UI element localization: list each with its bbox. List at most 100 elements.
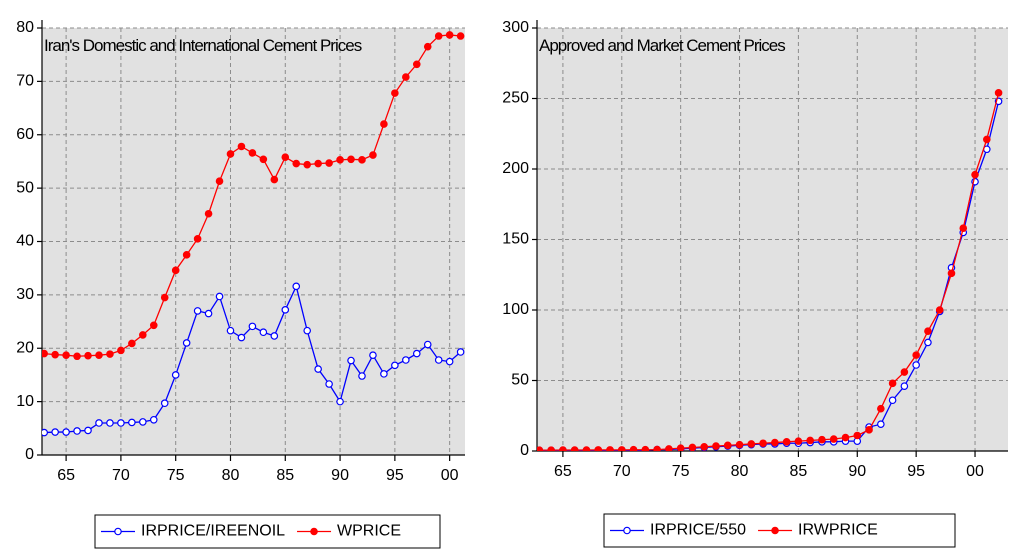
- data-point: [829, 435, 838, 443]
- data-point: [547, 446, 555, 451]
- data-point: [84, 351, 92, 360]
- data-point: [336, 156, 344, 164]
- data-point: [358, 156, 366, 164]
- data-point: [456, 348, 465, 356]
- legend-label: IRPRICE/550: [650, 522, 746, 539]
- data-point: [259, 328, 268, 337]
- x-tick-label: 65: [554, 463, 572, 480]
- x-tick-label: 65: [57, 467, 75, 484]
- data-point: [806, 436, 814, 445]
- data-point: [412, 60, 421, 69]
- y-tick-label: 60: [16, 126, 34, 143]
- x-tick-label: 70: [112, 467, 130, 484]
- data-point: [160, 293, 169, 302]
- data-point: [139, 418, 147, 426]
- data-point: [171, 371, 180, 379]
- data-point: [248, 149, 257, 157]
- data-point: [270, 332, 279, 340]
- data-point: [73, 352, 81, 361]
- data-point: [51, 350, 59, 359]
- y-tick-label: 10: [16, 393, 34, 410]
- legend-label: IRPRICE/IREENOIL: [141, 523, 285, 540]
- data-point: [237, 142, 246, 151]
- data-point: [193, 307, 202, 315]
- data-point: [128, 339, 136, 348]
- x-tick-label: 00: [441, 467, 459, 484]
- x-tick-label: 80: [731, 463, 749, 480]
- data-point: [73, 427, 81, 435]
- data-point: [445, 31, 454, 39]
- data-point: [292, 282, 301, 291]
- data-point: [149, 321, 158, 330]
- data-point: [983, 135, 991, 144]
- data-point: [994, 89, 1003, 97]
- y-tick-label: 20: [16, 339, 34, 356]
- data-point: [559, 446, 567, 451]
- data-point: [434, 356, 443, 364]
- data-point: [347, 356, 355, 365]
- data-point: [665, 445, 673, 451]
- y-tick-label: 0: [25, 446, 34, 463]
- data-point: [358, 372, 366, 380]
- data-point: [900, 368, 909, 376]
- data-point: [84, 426, 92, 435]
- data-point: [117, 419, 125, 427]
- y-tick-label: 200: [502, 160, 529, 177]
- data-point: [259, 155, 268, 164]
- data-point: [149, 415, 158, 424]
- y-tick-label: 70: [16, 73, 34, 90]
- data-point: [723, 441, 732, 450]
- data-point: [139, 331, 147, 339]
- data-point: [281, 153, 290, 161]
- y-tick-label: 150: [502, 231, 529, 248]
- data-point: [215, 292, 224, 301]
- data-point: [380, 120, 388, 128]
- data-point: [712, 442, 720, 450]
- data-point: [888, 379, 897, 388]
- data-point: [204, 209, 213, 218]
- data-point: [434, 32, 443, 40]
- data-point: [641, 445, 650, 451]
- data-point: [606, 446, 614, 451]
- data-point: [42, 428, 48, 437]
- data-point: [369, 351, 377, 359]
- legend-box: [94, 514, 441, 549]
- y-tick-label: 30: [16, 286, 34, 303]
- series: [42, 31, 465, 361]
- data-point: [391, 361, 399, 370]
- data-point: [281, 306, 290, 314]
- data-point: [336, 397, 344, 406]
- data-point: [106, 350, 114, 358]
- data-point: [971, 170, 979, 179]
- series: [537, 89, 1003, 451]
- data-point: [237, 333, 246, 342]
- data-point: [402, 73, 410, 81]
- data-point: [226, 150, 235, 158]
- x-tick-label: 90: [331, 467, 349, 484]
- series-line: [539, 92, 1000, 451]
- data-point: [391, 89, 399, 97]
- data-point: [314, 365, 322, 373]
- legend-label: IRWPRICE: [798, 522, 878, 539]
- data-point: [653, 445, 661, 451]
- data-point: [226, 326, 235, 335]
- data-point: [537, 446, 544, 451]
- x-tick-label: 85: [276, 467, 294, 484]
- data-point: [95, 419, 103, 427]
- data-point: [325, 380, 333, 388]
- x-tick-label: 75: [672, 463, 690, 480]
- legend-marker: [310, 527, 318, 536]
- y-tick-label: 0: [520, 442, 529, 459]
- x-tick-label: 75: [167, 467, 185, 484]
- data-point: [888, 396, 897, 405]
- data-point: [445, 357, 454, 366]
- data-point: [959, 224, 968, 233]
- y-tick-label: 80: [16, 19, 34, 36]
- data-point: [182, 251, 191, 259]
- y-tick-label: 50: [511, 372, 529, 389]
- data-point: [877, 420, 885, 429]
- data-point: [594, 446, 603, 451]
- x-tick-label: 95: [907, 463, 925, 480]
